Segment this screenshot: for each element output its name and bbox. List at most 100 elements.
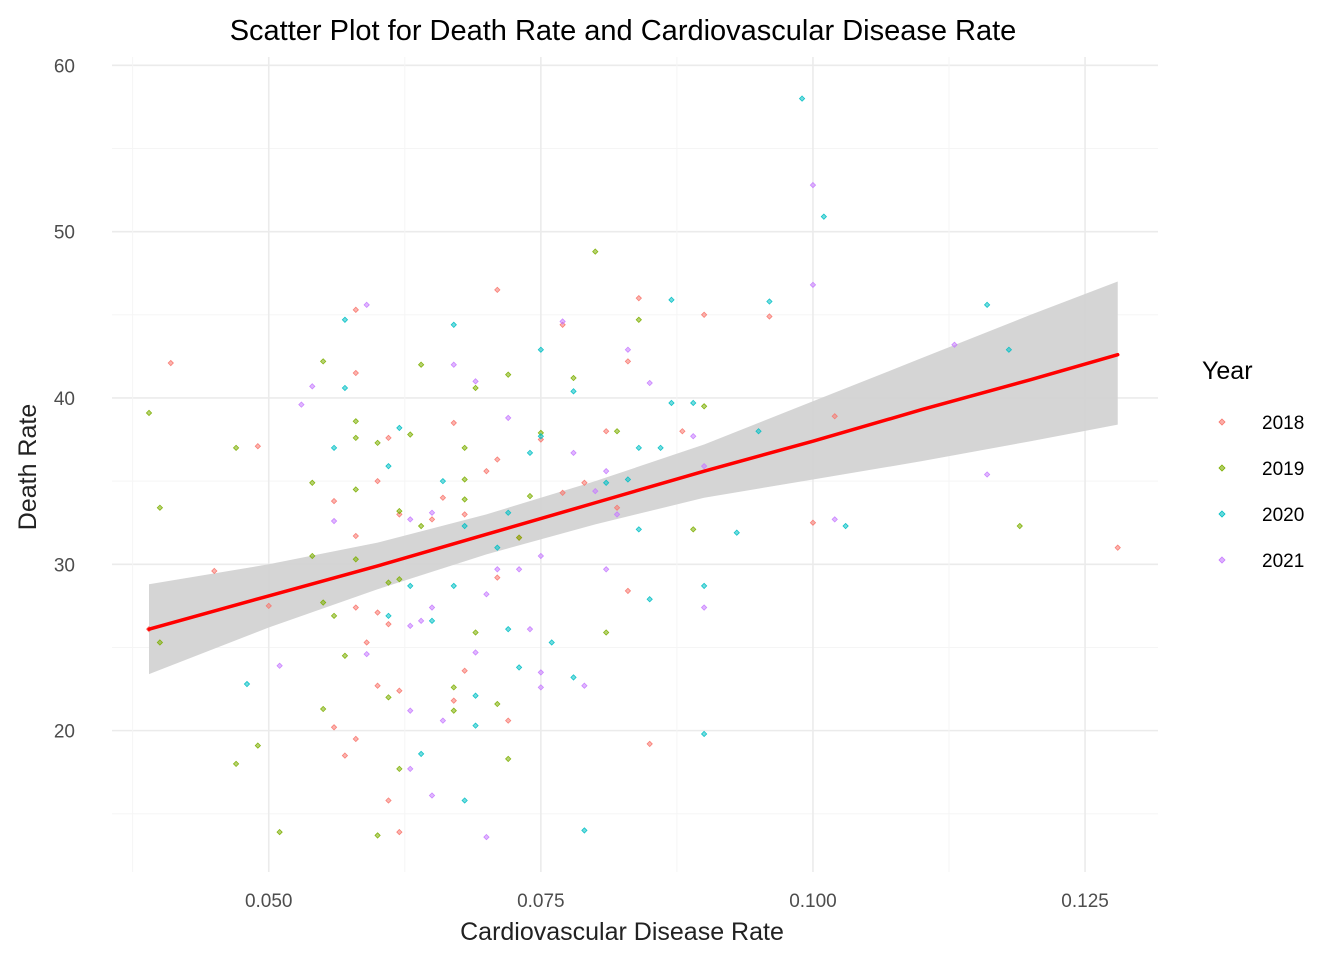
scatter-point-2018 xyxy=(700,311,708,318)
scatter-point-2020 xyxy=(472,692,479,699)
scatter-point-2021 xyxy=(700,604,708,611)
scatter-point-2018 xyxy=(396,511,403,518)
scatter-point-2019 xyxy=(319,705,327,713)
scatter-point-2021 xyxy=(483,833,490,841)
scatter-point-2018 xyxy=(352,735,359,743)
scatter-point-2021 xyxy=(428,792,436,799)
scatter-point-2019 xyxy=(396,765,403,773)
scatter-point-2021 xyxy=(407,622,414,630)
scatter-point-2019 xyxy=(330,612,338,620)
scatter-point-2020 xyxy=(570,674,577,681)
scatter-point-2020 xyxy=(439,477,447,485)
scatter-point-2018 xyxy=(396,828,403,836)
scatter-point-2018 xyxy=(450,697,457,704)
scatter-point-2019 xyxy=(450,684,457,691)
scatter-point-2020 xyxy=(341,384,349,392)
scatter-point-2020 xyxy=(537,346,545,353)
scatter-point-2018 xyxy=(624,587,632,595)
scatter-point-2021 xyxy=(407,765,414,773)
scatter-point-2021 xyxy=(602,566,610,573)
confidence-ribbon-layer xyxy=(149,281,1118,675)
scatter-point-2021 xyxy=(450,361,457,368)
y-tick-label: 60 xyxy=(54,56,75,77)
scatter-point-2020 xyxy=(700,730,708,738)
scatter-point-2018 xyxy=(635,295,642,302)
scatter-point-2019 xyxy=(461,444,468,452)
scatter-point-2020 xyxy=(526,449,534,457)
scatter-point-2021 xyxy=(700,462,708,470)
scatter-point-2019 xyxy=(690,526,697,533)
scatter-point-2021 xyxy=(472,378,479,385)
legend-key-2020 xyxy=(1218,510,1226,518)
scatter-point-2020 xyxy=(428,617,436,625)
scatter-point-2020 xyxy=(668,399,675,407)
scatter-point-2020 xyxy=(755,428,762,435)
scatter-point-2020 xyxy=(581,827,588,834)
scatter-point-2019 xyxy=(374,439,381,447)
scatter-point-2020 xyxy=(515,664,523,671)
scatter-point-2021 xyxy=(526,625,534,633)
scatter-point-2018 xyxy=(450,419,457,427)
scatter-point-2020 xyxy=(700,582,708,590)
scatter-point-2020 xyxy=(624,476,632,483)
scatter-point-2018 xyxy=(167,359,174,367)
legend-key-2018 xyxy=(1218,418,1226,426)
scatter-point-2021 xyxy=(428,604,436,611)
scatter-point-2021 xyxy=(428,509,436,516)
scatter-point-2021 xyxy=(613,511,621,518)
scatter-point-2021 xyxy=(537,684,545,691)
scatter-point-2020 xyxy=(450,582,457,590)
scatter-point-2021 xyxy=(494,566,501,573)
chart-title: Scatter Plot for Death Rate and Cardiova… xyxy=(230,15,1017,47)
scatter-point-2018 xyxy=(385,797,392,804)
scatter-point-2019 xyxy=(156,639,164,646)
scatter-point-2018 xyxy=(352,306,359,313)
grid xyxy=(112,57,1158,872)
scatter-point-2018 xyxy=(646,740,653,748)
scatter-point-2018 xyxy=(679,428,686,435)
x-tick-label: 0.100 xyxy=(789,891,837,912)
scatter-point-2020 xyxy=(385,612,392,620)
scatter-point-2021 xyxy=(570,449,577,457)
scatter-point-2018 xyxy=(374,609,381,616)
scatter-point-2021 xyxy=(407,707,414,714)
scatter-point-2018 xyxy=(352,604,359,611)
scatter-point-2018 xyxy=(494,456,501,463)
scatter-point-2018 xyxy=(766,313,773,320)
scatter-point-2019 xyxy=(417,522,425,530)
scatter-point-2020 xyxy=(798,95,806,102)
scatter-point-2019 xyxy=(374,832,381,839)
scatter-point-2020 xyxy=(646,596,653,603)
scatter-point-2019 xyxy=(396,507,403,515)
scatter-point-2021 xyxy=(483,591,490,598)
scatter-point-2021 xyxy=(831,516,838,523)
scatter-point-2021 xyxy=(951,341,958,348)
scatter-point-2018 xyxy=(330,497,338,505)
scatter-point-2019 xyxy=(341,652,349,659)
scatter-point-2019 xyxy=(319,599,327,606)
scatter-point-2021 xyxy=(298,401,305,408)
scatter-point-2018 xyxy=(613,504,621,511)
scatter-point-2021 xyxy=(363,650,370,658)
scatter-point-2019 xyxy=(385,579,392,586)
scatter-point-2018 xyxy=(385,434,392,442)
scatter-point-2018 xyxy=(1114,544,1121,551)
scatter-point-2021 xyxy=(363,301,370,308)
scatter-point-2020 xyxy=(407,582,414,590)
scatter-point-2019 xyxy=(472,629,479,636)
scatter-point-2018 xyxy=(363,639,370,646)
scatter-point-2018 xyxy=(428,516,436,523)
scatter-point-2021 xyxy=(646,379,653,387)
scatter-point-2018 xyxy=(439,494,447,501)
scatter-point-2019 xyxy=(232,444,240,452)
scatter-point-2019 xyxy=(232,760,240,768)
x-axis-title: Cardiovascular Disease Rate xyxy=(460,918,784,946)
scatter-point-2019 xyxy=(515,534,523,541)
scatter-point-2019 xyxy=(526,492,534,500)
scatter-points-layer xyxy=(145,95,1121,841)
scatter-point-2021 xyxy=(537,669,545,676)
legend: Year 2018 2019 2020 2021 xyxy=(1202,357,1304,572)
scatter-point-2018 xyxy=(374,682,381,689)
scatter-point-2021 xyxy=(537,552,545,560)
